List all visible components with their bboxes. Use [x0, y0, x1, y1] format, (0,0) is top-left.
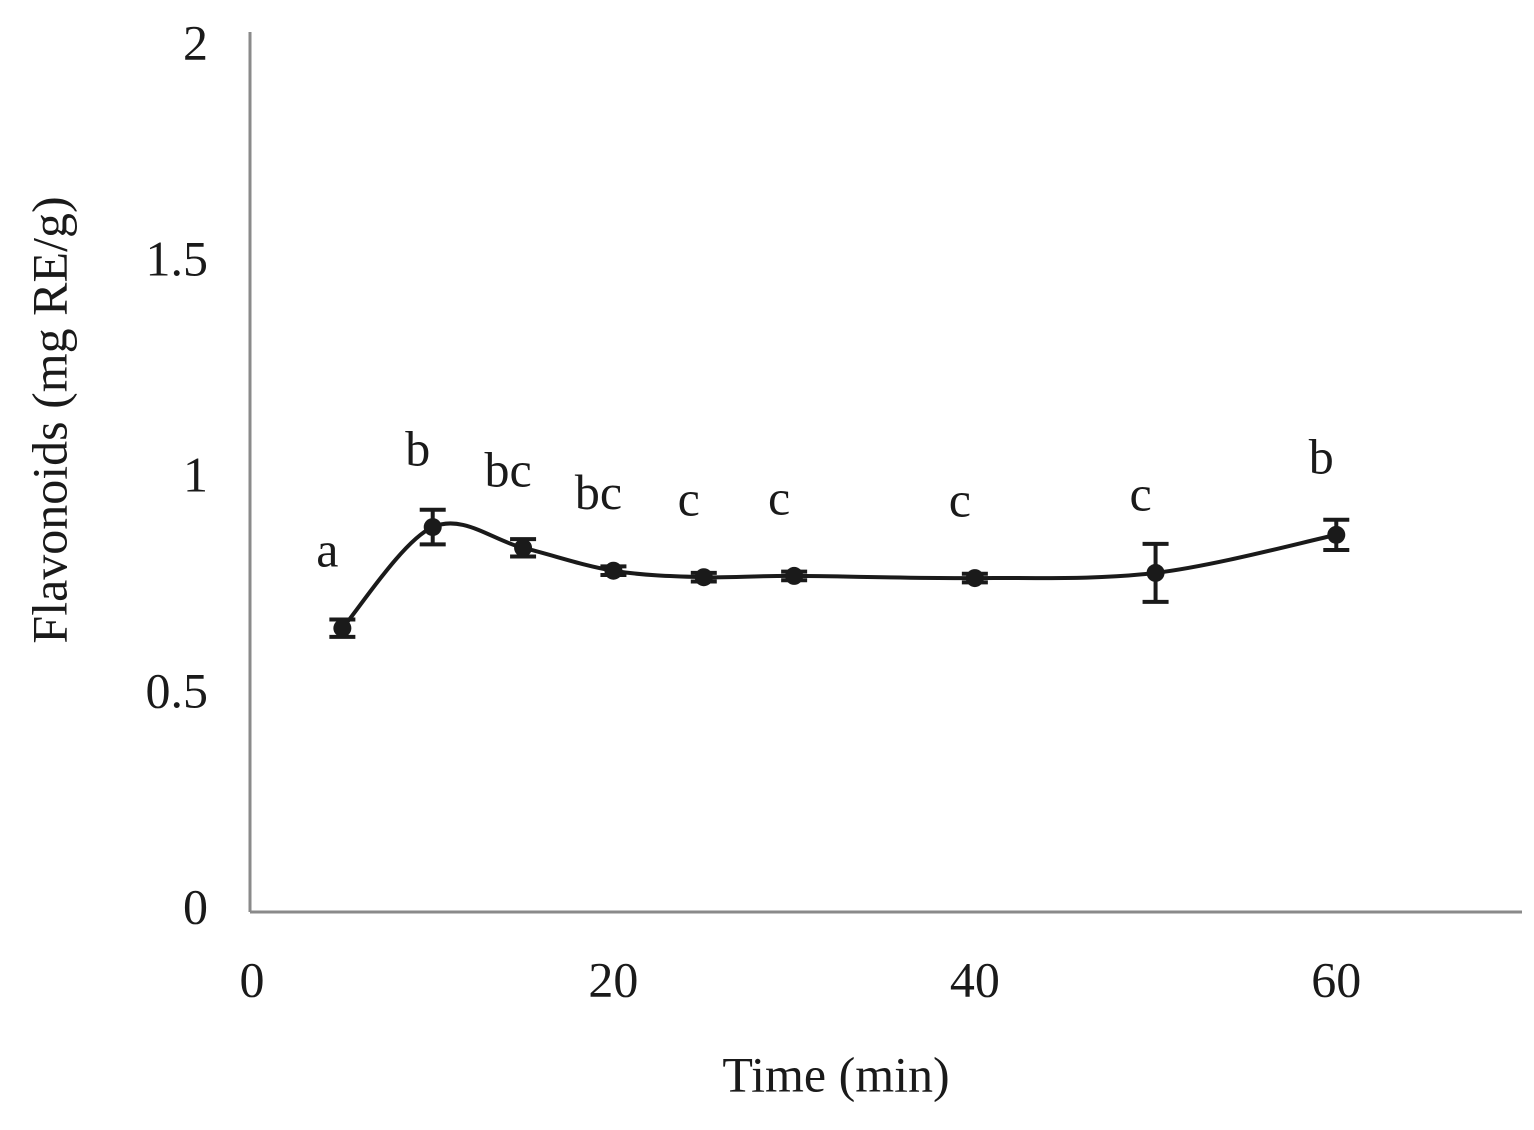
point: [604, 561, 623, 580]
annotation: c: [678, 471, 700, 527]
point: [514, 538, 533, 557]
annotation: bc: [484, 441, 531, 497]
annotation: b: [405, 421, 430, 477]
annotation: c: [1129, 465, 1151, 521]
point: [333, 619, 352, 638]
y-tick-label: 2: [183, 14, 208, 70]
annotation: c: [768, 469, 790, 525]
x-axis-title: Time (min): [722, 1046, 949, 1102]
annotation: a: [316, 522, 338, 578]
y-tick-label: 1: [183, 446, 208, 502]
point: [423, 518, 442, 537]
line: [340, 521, 1337, 630]
point: [1146, 563, 1165, 582]
y-axis-title: Flavonoids (mg RE/g): [21, 196, 77, 643]
y-tick-label: 0: [183, 878, 208, 934]
point: [785, 566, 804, 585]
x-tick-label: 20: [588, 951, 638, 1007]
annotation: bc: [575, 464, 622, 520]
x-tick-label: 0: [240, 951, 265, 1007]
point: [965, 569, 984, 588]
y-tick-label: 0.5: [146, 662, 209, 718]
x-tick-label: 60: [1311, 951, 1361, 1007]
annotation: b: [1309, 428, 1334, 484]
annotation: c: [949, 472, 971, 528]
point: [694, 568, 713, 587]
point: [1327, 525, 1346, 544]
x-tick-label: 40: [950, 951, 1000, 1007]
y-tick-label: 1.5: [146, 230, 209, 286]
